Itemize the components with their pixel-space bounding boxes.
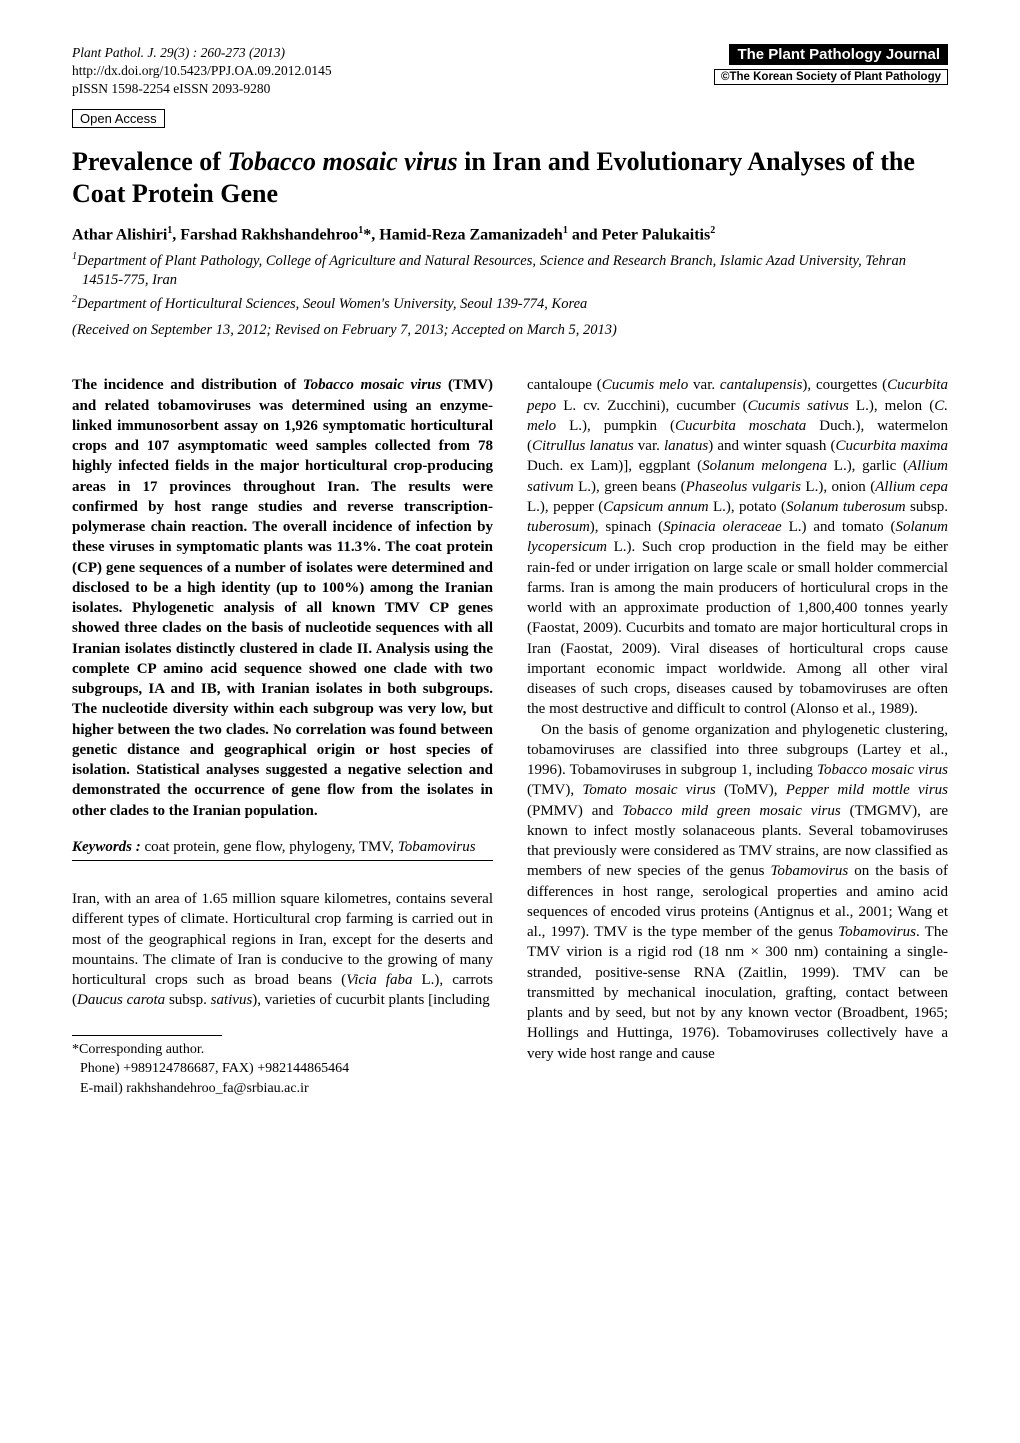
affiliation-1: 1Department of Plant Pathology, College … bbox=[72, 250, 948, 291]
intro-seg-col2-1: cantaloupe ( bbox=[527, 377, 602, 393]
sci-solanum-melongena: Solanum melongena bbox=[702, 458, 827, 474]
corr-email: E-mail) rakhshandehroo_fa@srbiau.ac.ir bbox=[72, 1079, 493, 1099]
abstract-sciname: Tobacco mosaic virus bbox=[303, 377, 442, 393]
sci-cantalupensis: cantalupensis bbox=[720, 377, 803, 393]
affiliation-2: 2Department of Horticultural Sciences, S… bbox=[72, 293, 948, 314]
affil-2-text: Department of Horticultural Sciences, Se… bbox=[77, 296, 587, 312]
p2-seg-7: . The TMV virion is a rigid rod (18 nm ×… bbox=[527, 924, 948, 1062]
sci-daucus-carota: Daucus carota bbox=[77, 992, 165, 1008]
intro-seg-9: L.), pumpkin ( bbox=[556, 418, 675, 434]
column-right: cantaloupe (Cucumis melo var. cantalupen… bbox=[527, 375, 948, 1098]
open-access-badge: Open Access bbox=[72, 109, 165, 128]
intro-seg-8: L.), melon ( bbox=[849, 398, 934, 414]
sci-spinacia-oleraceae: Spinacia oleraceae bbox=[663, 519, 782, 535]
intro-seg-6: ), courgettes ( bbox=[802, 377, 887, 393]
sci-citrullus-lanatus: Citrullus lanatus bbox=[532, 438, 634, 454]
article-title: Prevalence of Tobacco mosaic virus in Ir… bbox=[72, 146, 948, 211]
sci-solanum-tuberosum: Solanum tuberosum bbox=[786, 499, 906, 515]
sci-tuberosum: tuberosum bbox=[527, 519, 590, 535]
intro-seg-15: L.), green beans ( bbox=[574, 479, 686, 495]
author-2-star: * bbox=[363, 226, 371, 243]
author-4-sup: 2 bbox=[710, 225, 715, 236]
abstract-seg-b: (TMV) and related tobamoviruses was dete… bbox=[72, 377, 493, 818]
intro-seg-14: L.), garlic ( bbox=[827, 458, 908, 474]
intro-para-1-right: cantaloupe (Cucumis melo var. cantalupen… bbox=[527, 375, 948, 719]
sci-cucurbita-maxima: Cucurbita maxima bbox=[836, 438, 948, 454]
journal-citation: Plant Pathol. J. 29(3) : 260-273 (2013) bbox=[72, 44, 332, 62]
sci-tomv: Tomato mosaic virus bbox=[582, 782, 715, 798]
sci-cucurbita-moschata: Cucurbita moschata bbox=[675, 418, 806, 434]
corr-label: *Corresponding author. bbox=[72, 1040, 493, 1060]
abstract-seg-a: The incidence and distribution of bbox=[72, 377, 303, 393]
doi-line: http://dx.doi.org/10.5423/PPJ.OA.09.2012… bbox=[72, 62, 332, 80]
intro-seg-16: L.), onion ( bbox=[801, 479, 875, 495]
authors-line: Athar Alishiri1, Farshad Rakhshandehroo1… bbox=[72, 225, 948, 244]
corr-phone: Phone) +989124786687, FAX) +982144865464 bbox=[72, 1059, 493, 1079]
column-left: The incidence and distribution of Tobacc… bbox=[72, 375, 493, 1098]
intro-seg-18: L.), potato ( bbox=[709, 499, 786, 515]
journal-badge-block: The Plant Pathology Journal ©The Korean … bbox=[714, 44, 948, 85]
author-1-sup: 1 bbox=[167, 225, 172, 236]
header-row: Plant Pathol. J. 29(3) : 260-273 (2013) … bbox=[72, 44, 948, 99]
issn-line: pISSN 1598-2254 eISSN 2093-9280 bbox=[72, 80, 332, 98]
sci-phaseolus-vulgaris: Phaseolus vulgaris bbox=[686, 479, 801, 495]
journal-badge-subtitle: ©The Korean Society of Plant Pathology bbox=[714, 69, 948, 85]
two-column-body: The incidence and distribution of Tobacc… bbox=[72, 375, 948, 1098]
intro-seg-19: subsp. bbox=[906, 499, 948, 515]
journal-meta: Plant Pathol. J. 29(3) : 260-273 (2013) … bbox=[72, 44, 332, 99]
intro-para-1-left: Iran, with an area of 1.65 million squar… bbox=[72, 889, 493, 1011]
page: Plant Pathol. J. 29(3) : 260-273 (2013) … bbox=[0, 0, 1020, 1138]
p2-seg-4: (PMMV) and bbox=[527, 803, 622, 819]
sci-capsicum-annum: Capsicum annum bbox=[603, 499, 708, 515]
sci-vicia-faba: Vicia faba bbox=[346, 972, 412, 988]
intro-para-2: On the basis of genome organization and … bbox=[527, 720, 948, 1064]
author-4: Peter Palukaitis bbox=[602, 226, 711, 243]
keywords: Keywords : coat protein, gene flow, phyl… bbox=[72, 837, 493, 861]
p2-seg-3: (ToMV), bbox=[716, 782, 786, 798]
sci-tobamovirus-2: Tobamovirus bbox=[838, 924, 916, 940]
sci-lanatus: lanatus bbox=[664, 438, 708, 454]
abstract: The incidence and distribution of Tobacc… bbox=[72, 375, 493, 821]
sci-cucumis-sativus: Cucumis sativus bbox=[748, 398, 849, 414]
intro-seg-11: var. bbox=[634, 438, 664, 454]
corr-separator bbox=[72, 1035, 222, 1036]
affil-1-text: Department of Plant Pathology, College o… bbox=[77, 253, 906, 289]
author-2: Farshad Rakhshandehroo bbox=[180, 226, 358, 243]
sci-tmgmv: Tobacco mild green mosaic virus bbox=[622, 803, 841, 819]
p2-seg-2: (TMV), bbox=[527, 782, 582, 798]
intro-seg-17: L.), pepper ( bbox=[527, 499, 603, 515]
sci-cucumis-melo: Cucumis melo bbox=[602, 377, 688, 393]
sci-tobamovirus-1: Tobamovirus bbox=[770, 863, 848, 879]
intro-seg-12: ) and winter squash ( bbox=[708, 438, 835, 454]
keywords-list: coat protein, gene flow, phylogeny, TMV, bbox=[141, 839, 398, 855]
title-pre: Prevalence of bbox=[72, 147, 227, 176]
title-sciname: Tobacco mosaic virus bbox=[227, 147, 457, 176]
sci-pmmv: Pepper mild mottle virus bbox=[786, 782, 948, 798]
intro-seg-5: var. bbox=[688, 377, 720, 393]
intro-seg-13: Duch. ex Lam)], eggplant ( bbox=[527, 458, 702, 474]
intro-seg-4: ), varieties of cucurbit plants [includi… bbox=[252, 992, 489, 1008]
keywords-italic: Tobamovirus bbox=[398, 839, 476, 855]
sci-allium-cepa: Allium cepa bbox=[875, 479, 948, 495]
authors-and: and bbox=[568, 226, 602, 243]
intro-seg-20: ), spinach ( bbox=[590, 519, 663, 535]
author-1: Athar Alishiri bbox=[72, 226, 167, 243]
sci-tmv: Tobacco mosaic virus bbox=[817, 762, 948, 778]
intro-seg-7: L. cv. Zucchini), cucumber ( bbox=[556, 398, 747, 414]
sci-sativus: sativus bbox=[211, 992, 253, 1008]
intro-seg-22: L.). Such crop production in the field m… bbox=[527, 539, 948, 717]
keywords-label: Keywords : bbox=[72, 839, 141, 855]
intro-seg-3: subsp. bbox=[165, 992, 210, 1008]
journal-badge-title: The Plant Pathology Journal bbox=[729, 44, 948, 65]
received-line: (Received on September 13, 2012; Revised… bbox=[72, 322, 948, 339]
corresponding-author: *Corresponding author. Phone) +989124786… bbox=[72, 1040, 493, 1099]
author-3: Hamid-Reza Zamanizadeh bbox=[379, 226, 563, 243]
intro-seg-21: L.) and tomato ( bbox=[782, 519, 896, 535]
